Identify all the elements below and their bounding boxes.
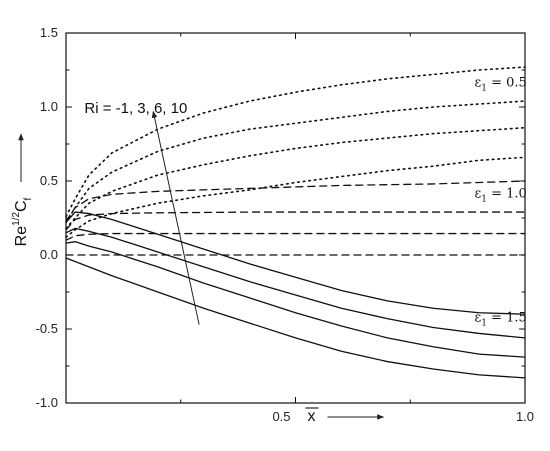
x-tick-label: 0.5 — [272, 409, 290, 424]
epsilon-label: ε1 = 1.5 — [475, 311, 527, 329]
series-line — [65, 211, 526, 231]
series-line — [65, 66, 526, 218]
series-layer — [65, 66, 526, 379]
x-axis-label: x — [308, 408, 316, 425]
y-axis-label-text: Re1/2Cf — [11, 197, 34, 246]
ylabel-sub: f — [23, 197, 34, 200]
series-line — [65, 227, 526, 339]
series-line — [65, 180, 526, 222]
series-line — [65, 126, 526, 230]
series-line — [65, 100, 526, 224]
epsilon-value: = 1.0 — [487, 186, 527, 201]
epsilon-sub: 1 — [481, 83, 487, 93]
y-axis-label: Re1/2Cf — [11, 133, 34, 246]
y-tick-label: 1.0 — [40, 99, 58, 114]
x-tick-label: 1.0 — [516, 409, 534, 424]
ylabel-symbol: C — [13, 200, 30, 212]
series-line — [65, 257, 526, 379]
y-tick-label: 0.5 — [40, 173, 58, 188]
epsilon-sub: 1 — [481, 319, 487, 329]
series-line — [65, 232, 526, 241]
y-tick-label: 1.5 — [40, 25, 58, 40]
epsilon-value: = 0.5 — [487, 75, 527, 90]
ylabel-base: Re — [13, 226, 30, 247]
ri-annotation: Ri = -1, 3, 6, 10 — [84, 100, 187, 117]
epsilon-value: = 1.5 — [487, 311, 527, 326]
epsilon-label: ε1 = 1.0 — [475, 186, 527, 204]
epsilon-symbol: ε — [475, 311, 482, 326]
series-line — [65, 211, 526, 315]
epsilon-sub: 1 — [481, 194, 487, 204]
epsilon-label: ε1 = 0.5 — [475, 75, 527, 93]
epsilon-symbol: ε — [475, 186, 482, 201]
series-line — [65, 241, 526, 358]
series-line — [65, 156, 526, 239]
y-tick-label: -1.0 — [36, 395, 58, 410]
epsilon-symbol: ε — [475, 75, 482, 90]
label-layer: 1.5 1.0 0.5 0.0 -0.5 -1.0 1.0 0.5 x Re1/2Cf Ri = -… — [11, 25, 534, 425]
ylabel-sup: 1/2 — [11, 212, 22, 226]
ri-arrow — [151, 110, 200, 325]
y-tick-label: 0.0 — [40, 247, 58, 262]
plot-frame — [65, 32, 526, 404]
y-tick-label: -0.5 — [36, 321, 58, 336]
axis-ticks — [66, 32, 526, 404]
